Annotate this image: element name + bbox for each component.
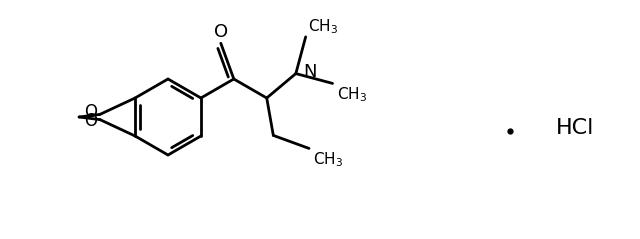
Text: CH$_3$: CH$_3$: [308, 17, 338, 36]
Text: O: O: [84, 112, 97, 130]
Text: O: O: [84, 103, 97, 121]
Text: CH$_3$: CH$_3$: [313, 150, 343, 169]
Text: N: N: [303, 63, 316, 81]
Text: O: O: [214, 23, 228, 41]
Text: CH$_3$: CH$_3$: [337, 85, 367, 104]
Text: HCl: HCl: [556, 118, 594, 138]
